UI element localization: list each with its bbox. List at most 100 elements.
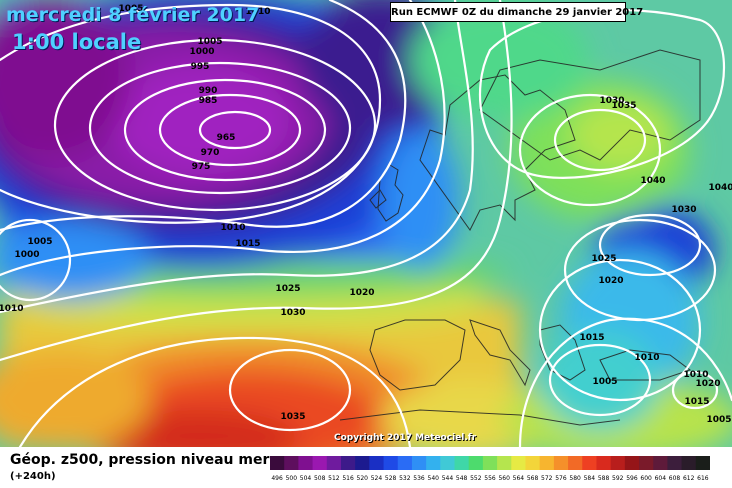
isobar-label: 1005 [706,415,731,425]
color-scale-label: 596 [626,475,638,482]
color-scale-label: 500 [286,475,298,482]
color-swatch [582,456,597,470]
color-scale-label: 564 [513,475,525,482]
color-swatch [312,456,328,470]
lead-time: (+240h) [10,471,56,482]
color-scale-label: 504 [300,475,312,482]
isobar-label: 990 [199,86,218,96]
color-scale-label: 496 [271,475,283,482]
isobar-label: 1015 [684,397,709,407]
color-swatch [610,456,626,470]
color-swatch [667,456,683,470]
isobar-label: 1005 [118,4,143,14]
color-swatch [653,456,668,470]
color-scale-label: 588 [598,475,610,482]
isobar-label: 1035 [280,412,305,422]
color-swatch [411,456,427,470]
isobar-label: 1020 [349,288,374,298]
isobar-label: 1015 [235,239,260,249]
color-swatch [298,456,314,470]
color-swatch [383,456,399,470]
color-swatch [440,456,456,470]
color-swatch [568,456,583,470]
isobar-label: 1025 [275,284,300,294]
color-scale-label: 552 [470,475,482,482]
color-scale-label: 572 [541,475,553,482]
color-scale-label: 516 [342,475,354,482]
color-swatch [525,456,541,470]
forecast-time: 1:00 locale [12,30,142,54]
color-swatch [397,456,413,470]
color-swatch [681,456,697,470]
isobar-label: 1000 [14,250,39,260]
geopotential-field [0,0,732,447]
isobar-label: 1010 [0,304,24,314]
color-swatch [539,456,555,470]
color-scale-label: 592 [612,475,624,482]
isobar-label-low-center: 965 [217,133,236,143]
color-scale-label: 576 [555,475,567,482]
color-scale-label: 528 [385,475,397,482]
color-swatch [695,456,710,470]
copyright-notice: Copyright 2017 Meteociel.fr [334,433,477,443]
isobar-labels: 1010 1005 1005 1000 995 990 985 965 970 … [0,4,732,425]
color-swatch [553,456,569,470]
isobar-label: 1000 [189,47,214,57]
color-scale-label: 584 [584,475,596,482]
isobar-label: 1035 [611,101,636,111]
isobar-label: 985 [199,96,218,106]
color-swatch [426,456,441,470]
color-scale-label: 540 [428,475,440,482]
isobar-label: 1040 [708,183,732,193]
forecast-date: mercredi 8 février 2017 [6,4,260,26]
map-footer: Géop. z500, pression niveau mer (+240h) … [0,447,732,488]
color-scale-label: 544 [442,475,454,482]
isobar-label: 1020 [695,379,720,389]
isobar-label: 1010 [634,353,659,363]
color-scale-label: 608 [669,475,681,482]
isobar-label: 1025 [591,254,616,264]
model-run-label: Run ECMWF 0Z du dimanche 29 janvier 2017 [390,2,643,22]
color-scale-label: 560 [498,475,510,482]
color-swatch [468,456,484,470]
isobar-label: 1005 [27,237,52,247]
isobar-label: 970 [201,148,220,158]
color-swatch [639,456,654,470]
color-scale-label: 532 [399,475,411,482]
color-scale-label: 524 [371,475,383,482]
color-scale-label: 604 [655,475,667,482]
isobar-label: 1010 [683,370,708,380]
color-scale-label: 616 [697,475,709,482]
color-swatch [596,456,612,470]
color-swatch [482,456,498,470]
isobar-label: 1005 [592,377,617,387]
color-scale-label: 512 [328,475,340,482]
isobar-label: 1005 [197,37,222,47]
color-scale-label: 568 [527,475,539,482]
color-swatch [326,456,342,470]
color-scale-label: 612 [683,475,695,482]
isobar-label: 1020 [598,276,623,286]
color-swatch [511,456,526,470]
isobar-label: 1030 [280,308,305,318]
color-scale-legend: 496 500 504 508 512 516 520 524 528 532 536 540 544 5… [270,456,710,482]
color-swatch [369,456,385,470]
color-swatch [497,456,512,470]
isobar-label: 1030 [599,96,624,106]
field-title: Géop. z500, pression niveau mer [10,452,270,468]
isobar-label: 1010 [220,223,245,233]
color-scale-label: 520 [357,475,369,482]
color-swatch [270,456,285,470]
isobar-label: 995 [191,62,210,72]
isobar-label: 1040 [640,176,665,186]
isobar-label: 1015 [579,333,604,343]
isobar-label: 975 [192,162,211,172]
color-swatch [340,456,356,470]
color-scale-label: 508 [314,475,326,482]
color-scale-label: 580 [569,475,581,482]
color-swatch [624,456,640,470]
coastlines [339,49,701,426]
weather-map: 1010 1005 1005 1000 995 990 985 965 970 … [0,0,732,447]
color-scale-label: 556 [484,475,496,482]
isobar-label: 1030 [671,205,696,215]
